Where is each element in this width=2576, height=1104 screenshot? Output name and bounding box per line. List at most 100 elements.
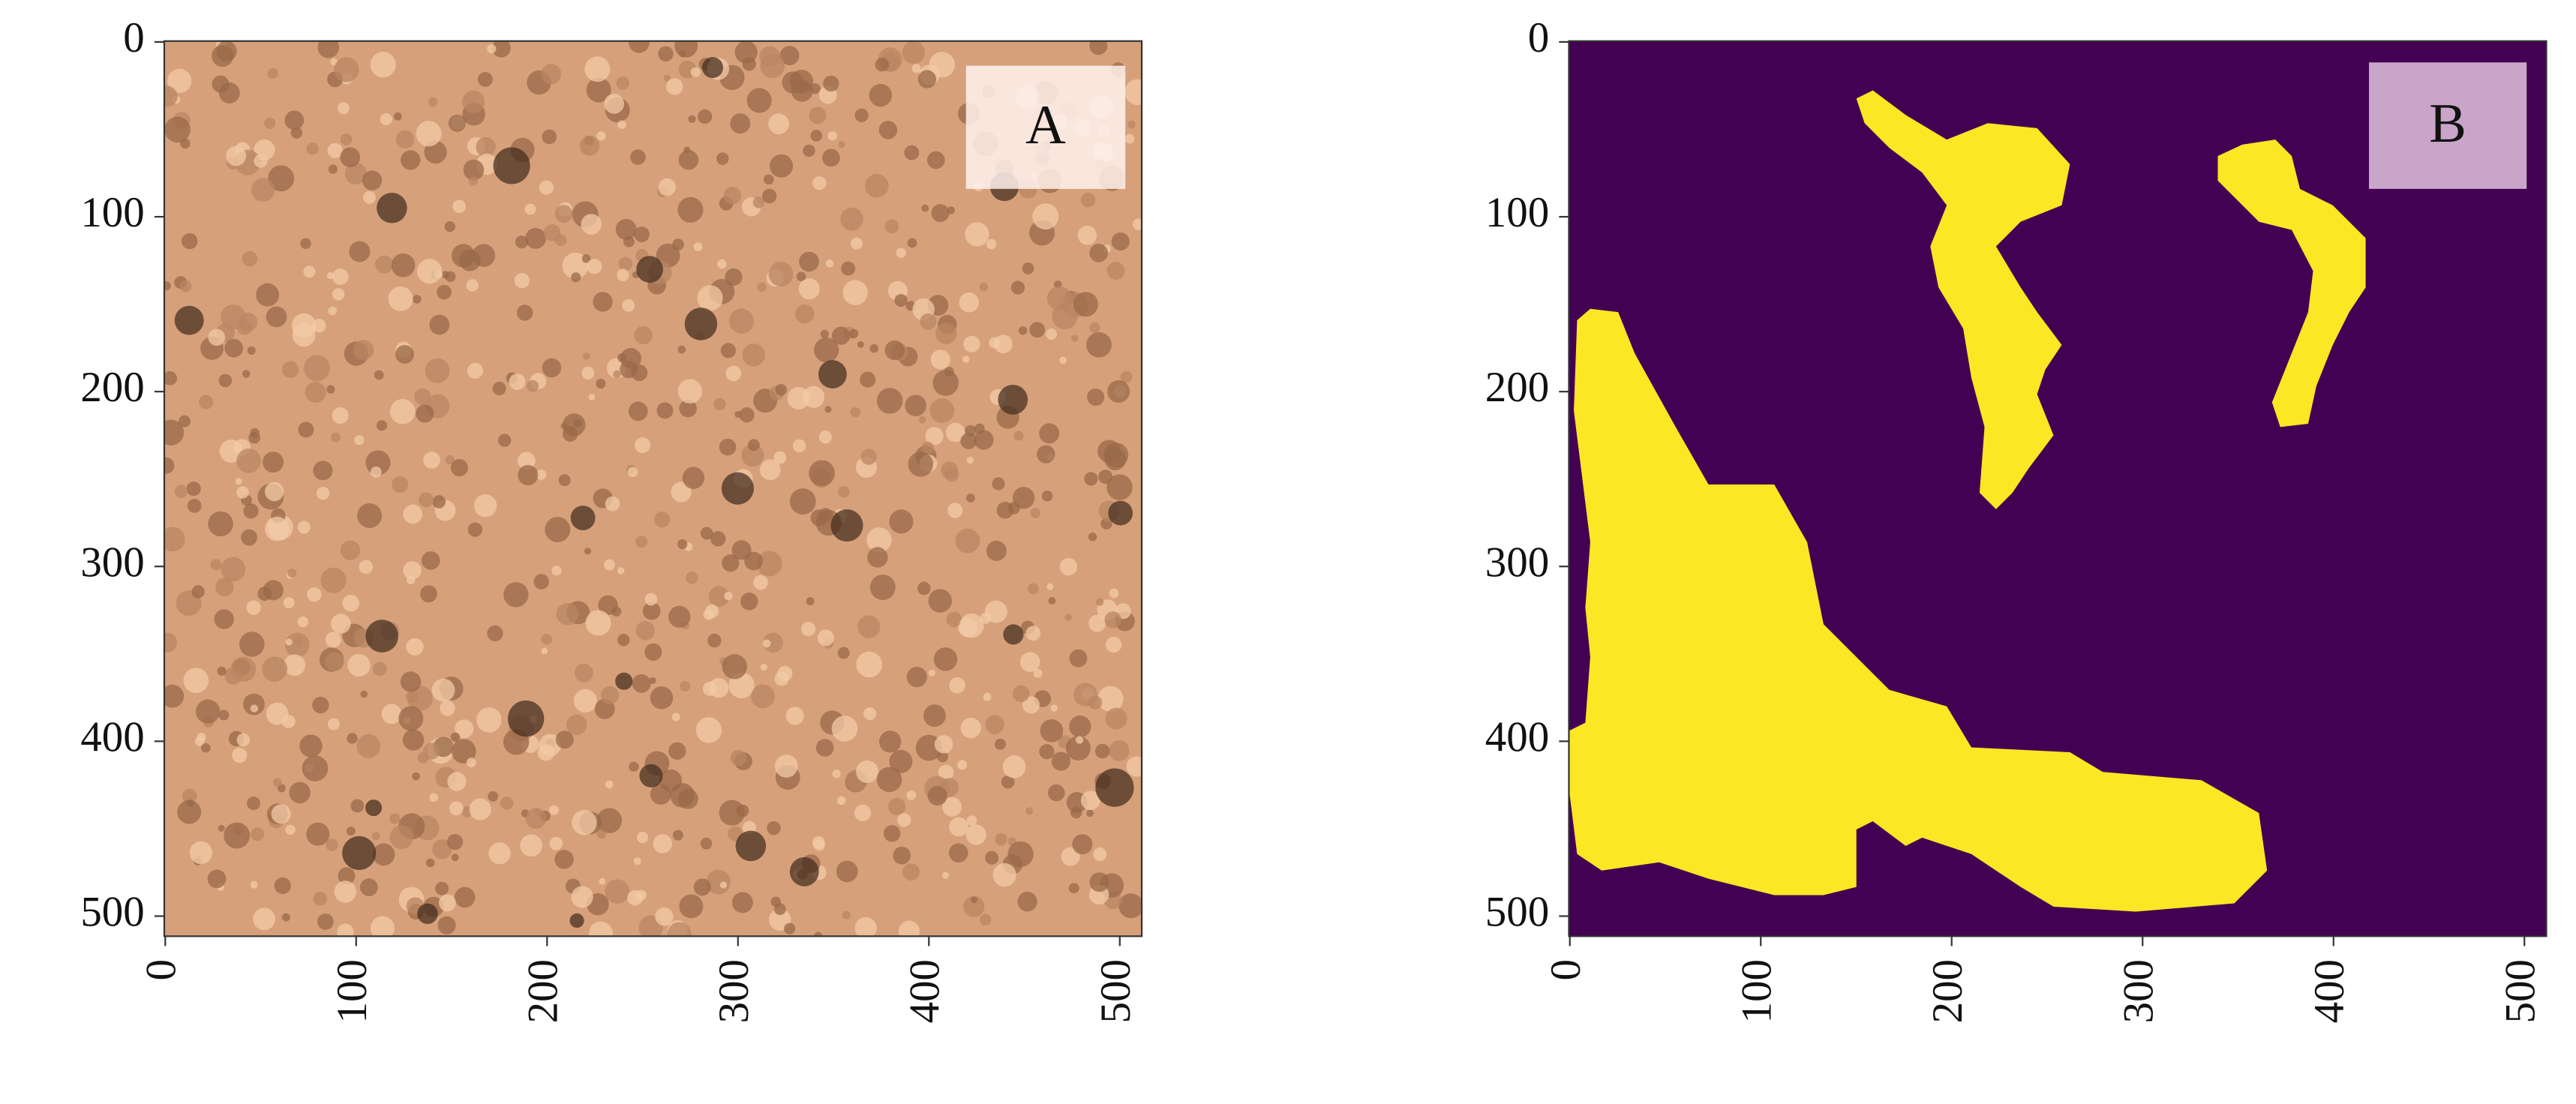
texture-spot (671, 482, 692, 502)
texture-spot (856, 760, 879, 783)
texture-spot (1124, 79, 1142, 106)
texture-spot (1108, 740, 1130, 761)
texture-spot (313, 460, 333, 481)
texture-spot (831, 326, 851, 345)
texture-spot (1046, 583, 1054, 590)
texture-spot (400, 671, 422, 692)
texture-spot (337, 923, 354, 937)
texture-spot (254, 154, 268, 168)
annotation: A (1025, 94, 1066, 156)
texture-spot (678, 149, 699, 170)
texture-spot (487, 625, 503, 642)
texture-spot (979, 282, 989, 292)
texture-spot (467, 522, 482, 537)
texture-spot (690, 67, 701, 77)
texture-spot (208, 328, 226, 346)
texture-spot (360, 690, 368, 698)
texture-spot (1089, 322, 1100, 333)
texture-spot (285, 824, 296, 836)
texture-spot (263, 452, 284, 473)
texture-spot (812, 176, 827, 190)
texture-spot (725, 365, 742, 382)
texture-spot (1039, 744, 1055, 760)
texture-spot (697, 109, 713, 124)
texture-spot (476, 136, 496, 158)
texture-spot (767, 820, 781, 836)
texture-spot (189, 841, 213, 865)
texture-spot (938, 764, 954, 781)
texture-spot (634, 226, 650, 242)
texture-spot (374, 370, 384, 380)
texture-spot (949, 677, 965, 694)
texture-spot (878, 121, 898, 140)
y-tick-label: 400 (1485, 713, 1549, 760)
texture-spot (774, 671, 789, 686)
texture-spot (934, 735, 953, 754)
texture-spot (573, 688, 597, 713)
texture-spot (451, 854, 459, 862)
texture-spot (644, 592, 658, 606)
dark-spot (636, 256, 663, 283)
texture-spot (450, 732, 461, 742)
dark-spot (701, 57, 723, 79)
texture-spot (503, 582, 529, 608)
texture-spot (429, 793, 439, 802)
texture-spot (293, 636, 303, 646)
texture-spot (491, 40, 511, 58)
texture-spot (618, 256, 633, 272)
annotation: B (2429, 93, 2466, 154)
texture-spot (264, 117, 276, 129)
texture-spot (334, 57, 359, 82)
texture-spot (287, 568, 297, 578)
texture-spot (650, 784, 671, 805)
texture-spot (332, 268, 349, 285)
texture-spot (440, 700, 455, 716)
texture-spot (869, 83, 893, 107)
dark-spot (615, 672, 633, 690)
texture-spot (974, 430, 994, 450)
texture-spot (403, 716, 411, 724)
texture-spot (857, 340, 864, 348)
texture-spot (556, 602, 579, 626)
texture-spot (817, 629, 834, 646)
texture-spot (179, 280, 192, 292)
texture-spot (838, 486, 850, 498)
annotation-box (965, 65, 1126, 189)
texture-spot (753, 574, 768, 590)
texture-spot (1072, 834, 1093, 855)
texture-spot (596, 808, 623, 833)
texture-spot (722, 554, 740, 572)
texture-spot (445, 271, 456, 282)
texture-spot (920, 313, 937, 330)
texture-spot (554, 205, 573, 223)
texture-spot (434, 269, 443, 279)
texture-spot (869, 574, 896, 601)
texture-spot (247, 346, 256, 355)
texture-spot (539, 180, 554, 195)
texture-spot (562, 252, 589, 279)
texture-spot (316, 487, 330, 500)
texture-spot (751, 684, 775, 709)
x-tick-label: 300 (710, 959, 758, 1023)
texture-spot (312, 696, 329, 714)
texture-spot (584, 548, 592, 555)
texture-spot (959, 292, 980, 313)
texture-spot (194, 736, 205, 747)
mask-image (1569, 40, 2547, 937)
texture-spot (949, 817, 968, 837)
texture-spot (894, 293, 908, 308)
texture-spot (326, 838, 338, 851)
texture-spot (1030, 508, 1041, 518)
texture-spot (941, 872, 949, 879)
texture-spot (246, 600, 261, 615)
texture-spot (963, 335, 980, 352)
texture-spot (634, 437, 651, 454)
axes-frame (163, 40, 1143, 938)
texture-spot (724, 591, 733, 601)
annotation-box (2368, 62, 2527, 189)
texture-spot (232, 748, 248, 764)
texture-spot (515, 236, 529, 249)
texture-spot (734, 40, 758, 64)
texture-spot (960, 717, 981, 739)
texture-spot (627, 466, 638, 478)
